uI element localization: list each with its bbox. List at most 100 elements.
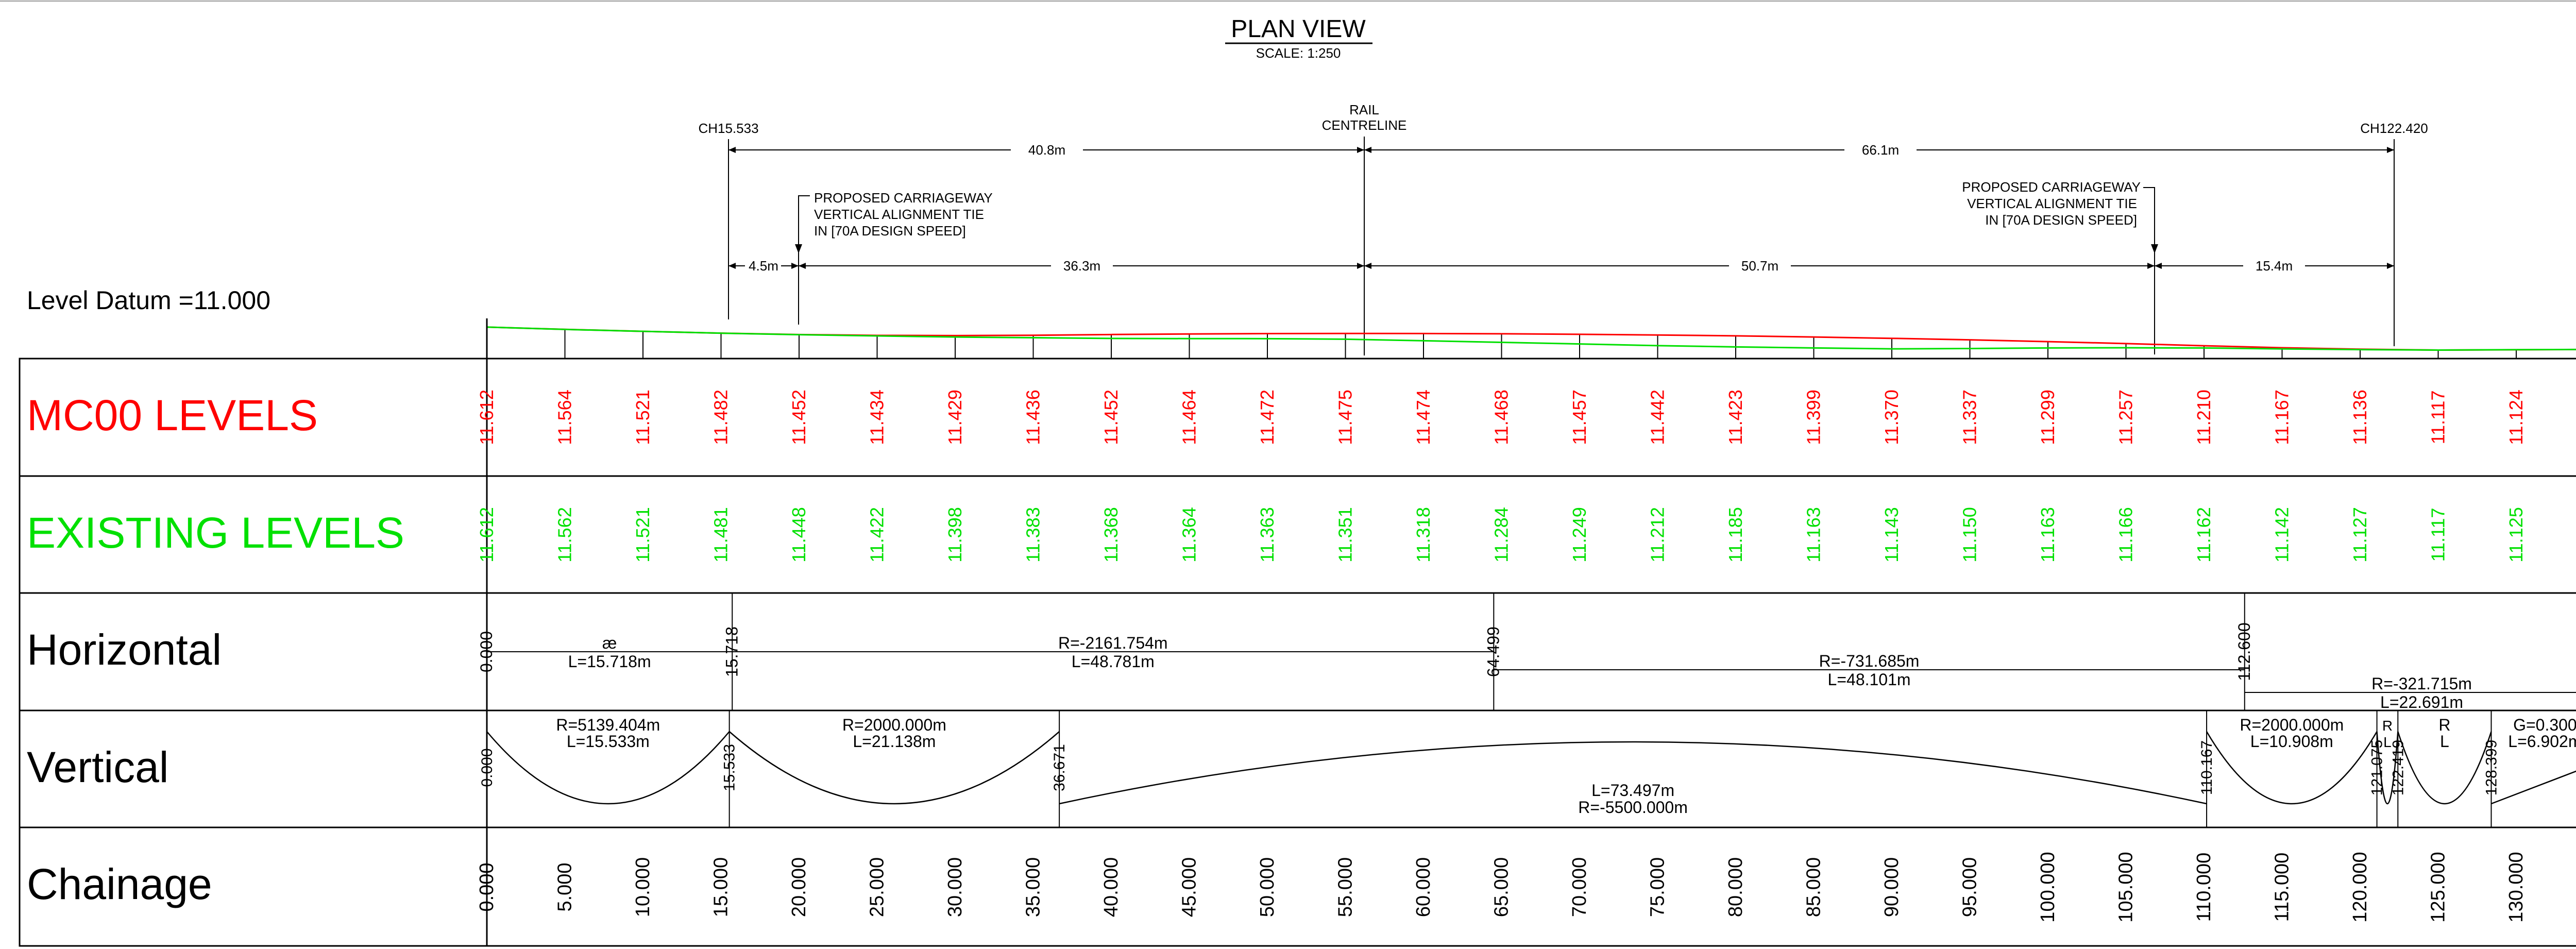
mc00-level-value: 11.167 [2272, 389, 2293, 445]
existing-level-value: 11.562 [554, 507, 575, 562]
existing-level-value: 11.163 [1803, 507, 1824, 562]
horizontal-element-top: R=-731.685m [1819, 652, 1920, 670]
mc00-level-value: 11.257 [2115, 389, 2137, 445]
vertical-chainage-mark: 121.075 [2369, 740, 2386, 795]
chainage-value: 20.000 [788, 857, 810, 917]
mc00-level-value: 11.474 [1413, 389, 1434, 445]
mc00-level-value: 11.452 [788, 389, 809, 445]
existing-level-value: 11.351 [1335, 507, 1356, 562]
mc00-level-value: 11.521 [632, 389, 653, 445]
existing-level-value: 11.364 [1179, 507, 1200, 562]
mc00-level-value: 11.399 [1803, 389, 1824, 445]
existing-level-value: 11.212 [1647, 507, 1668, 562]
existing-level-value: 11.162 [2193, 507, 2214, 562]
mc00-level-value: 11.464 [1179, 389, 1200, 445]
chainage-value: 130.000 [2505, 852, 2527, 922]
existing-level-value: 11.481 [710, 507, 732, 562]
dim-40-8: 40.8m [1028, 142, 1065, 158]
existing-level-value: 11.117 [2428, 508, 2449, 562]
existing-level-value: 11.249 [1569, 507, 1590, 562]
vertical-element-bottom: L=21.138m [853, 732, 936, 751]
vertical-chainage-mark: 36.671 [1051, 744, 1068, 791]
ch-right-label: CH122.420 [2360, 121, 2428, 136]
mc00-level-value: 11.337 [1959, 389, 1980, 445]
ch-left-label: CH15.533 [698, 121, 758, 136]
vertical-element-top: G=0.300 [2513, 716, 2576, 734]
chainage-value: 45.000 [1179, 857, 1200, 917]
vertical-element-bottom: L=15.533m [567, 732, 650, 751]
existing-level-value: 11.521 [632, 507, 653, 562]
existing-levels-row: 11.612 11.562 11.521 11.481 11.448 11.422 11.3… [476, 507, 2527, 562]
chainage-value: 100.000 [2037, 852, 2059, 922]
mc00-level-value: 11.434 [867, 389, 888, 445]
chainage-value: 25.000 [867, 857, 888, 917]
horizontal-element-top: R=-2161.754m [1058, 634, 1168, 652]
chainage-value: 35.000 [1023, 857, 1044, 917]
tie-left-line3: IN [70A DESIGN SPEED] [814, 223, 966, 239]
chainage-value: 105.000 [2115, 852, 2137, 922]
existing-level-value: 11.166 [2115, 507, 2137, 562]
tie-left-line1: PROPOSED CARRIAGEWAY [814, 190, 993, 206]
vertical-chainage-mark: 15.533 [721, 744, 738, 791]
mc00-level-value: 11.475 [1335, 389, 1356, 445]
mc00-profile-line [486, 326, 2576, 351]
existing-level-value: 11.142 [2272, 507, 2293, 562]
existing-profile-line [486, 326, 2576, 351]
vertical-chainage-mark: 110.167 [2198, 740, 2215, 795]
row-label-vertical: Vertical [27, 743, 168, 791]
horizontal-element-bottom: L=48.101m [1828, 670, 1911, 689]
vertical-element-bottom: L=10.908m [2250, 732, 2333, 751]
mc00-level-value: 11.370 [1881, 389, 1902, 445]
row-label-mc00-levels: MC00 LEVELS [27, 391, 318, 439]
mc00-level-value: 11.457 [1569, 389, 1590, 445]
chainage-value: 80.000 [1725, 857, 1747, 917]
mc00-level-value: 11.117 [2428, 391, 2449, 445]
mc00-level-value: 11.564 [554, 389, 575, 445]
chainage-value: 60.000 [1413, 857, 1434, 917]
chainage-value: 5.000 [554, 862, 576, 911]
table-frame [19, 358, 2576, 947]
vertical-curve [2206, 731, 2378, 805]
chainage-value: 95.000 [1959, 857, 1981, 917]
dim-15-4: 15.4m [2256, 258, 2293, 274]
longitudinal-profile [486, 326, 2576, 359]
rail-centreline-line2: CENTRELINE [1322, 117, 1407, 133]
tie-right-leader [2143, 187, 2155, 251]
chainage-value: 115.000 [2272, 853, 2293, 922]
tie-right-line2: VERTICAL ALIGNMENT TIE [1967, 196, 2137, 211]
horizontal-element-bottom: L=48.781m [1072, 652, 1155, 671]
existing-level-value: 11.422 [867, 507, 888, 562]
mc00-level-value: 11.429 [944, 389, 965, 445]
chainage-value: 0.000 [476, 862, 498, 911]
existing-level-value: 11.185 [1725, 507, 1746, 562]
existing-level-value: 11.150 [1959, 507, 1980, 562]
level-datum-label: Level Datum =11.000 [27, 286, 270, 315]
dimension-annotations: CH15.533 CH122.420 RAIL CENTRELINE 40.8m… [698, 102, 2428, 355]
vertical-curve [2397, 731, 2492, 805]
vertical-element-bottom: R=-5500.000m [1578, 798, 1688, 817]
tie-right-line3: IN [70A DESIGN SPEED] [1985, 212, 2137, 228]
profile-table [19, 318, 2576, 947]
existing-level-value: 11.318 [1413, 507, 1434, 562]
existing-level-value: 11.163 [2037, 507, 2058, 562]
chainage-value: 15.000 [710, 857, 732, 917]
horizontal-element-top: æ [602, 634, 617, 652]
vertical-alignment-row: 0.000 15.533 36.671 110.167 121.075 122.419 12… [479, 710, 2576, 827]
tie-left-leader [798, 195, 810, 251]
mc00-level-value: 11.136 [2349, 389, 2370, 445]
vertical-element-top: R=5139.404m [556, 716, 660, 734]
tie-left-line2: VERTICAL ALIGNMENT TIE [814, 207, 984, 222]
chainage-value: 110.000 [2193, 853, 2215, 922]
vertical-element-top: L=73.497m [1591, 781, 1674, 800]
vertical-element-top: R=2000.000m [842, 716, 946, 734]
chainage-value: 10.000 [632, 857, 654, 917]
existing-level-value: 11.284 [1491, 507, 1512, 562]
dim-50-7: 50.7m [1741, 258, 1778, 274]
chainage-value: 30.000 [944, 857, 966, 917]
chainage-value: 70.000 [1569, 857, 1590, 917]
mc00-level-value: 11.436 [1023, 389, 1044, 445]
vertical-curve [1059, 741, 2207, 805]
row-label-chainage: Chainage [27, 860, 212, 908]
vertical-curve [486, 731, 730, 805]
